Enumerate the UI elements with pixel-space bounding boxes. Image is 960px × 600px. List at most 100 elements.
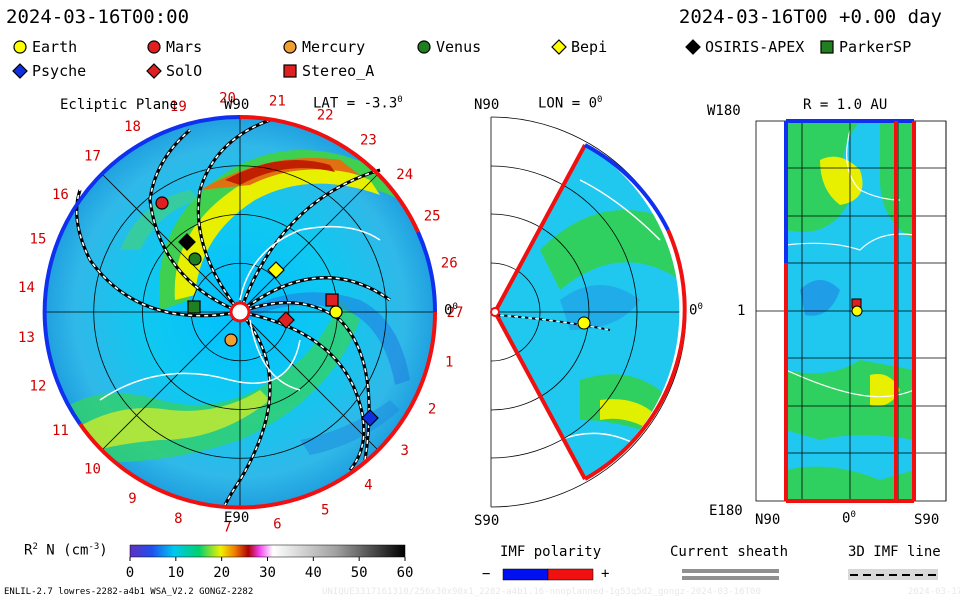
- carrington-tick-label: 21: [269, 93, 286, 109]
- circle-icon: [417, 40, 431, 54]
- legend-label: Earth: [32, 38, 78, 56]
- legend-label: ParkerSP: [839, 38, 912, 56]
- e180-label: E180: [709, 503, 743, 519]
- n90-label: N90: [474, 97, 500, 113]
- footer-date: 2024-03-17: [908, 587, 960, 597]
- colorbar-tick-label: 40: [305, 565, 322, 581]
- sun-marker: [229, 301, 251, 323]
- circle-icon: [13, 40, 27, 54]
- legend-item-mercury: Mercury: [282, 38, 365, 56]
- carrington-tick-label: 13: [18, 330, 35, 346]
- venus-marker: [188, 252, 202, 266]
- earth-marker-meridional: [577, 316, 591, 330]
- legend-label: Bepi: [571, 38, 608, 56]
- ecliptic-title: Ecliptic Plane: [60, 97, 179, 113]
- polarity-ring-top-right: [239, 114, 420, 233]
- legend-label: Mars: [166, 38, 203, 56]
- meridional-panel: [490, 116, 687, 508]
- legend-label: Psyche: [32, 62, 87, 80]
- right-timestamp: 2024-03-16T00 +0.00 day: [678, 6, 942, 28]
- carrington-tick-label: 6: [273, 517, 281, 533]
- carrington-tick-label: 12: [30, 379, 47, 395]
- earth-marker-sphere: [851, 305, 863, 317]
- legend-label: Mercury: [302, 38, 366, 56]
- diamond-icon: [685, 39, 701, 55]
- carrington-tick-label: 1: [445, 355, 453, 371]
- legend-label: OSIRIS-APEX: [705, 38, 805, 56]
- legend-item-venus: Venus: [416, 38, 481, 56]
- e90-label: E90: [224, 510, 250, 526]
- carrington-tick-label: 5: [321, 502, 329, 518]
- parker-sp-marker: [187, 300, 201, 314]
- current-sheet-contours: [99, 225, 381, 401]
- w180-label: W180: [707, 103, 741, 119]
- carrington-tick-label: 18: [124, 119, 141, 135]
- carrington-tick-label: 24: [396, 167, 413, 183]
- radius-label: R = 1.0 AU: [803, 97, 888, 113]
- colorbar-tick-label: 30: [259, 565, 276, 581]
- imf-negative-swatch: [502, 568, 549, 581]
- imf-plus: +: [601, 566, 610, 582]
- carrington-tick-label: 22: [317, 108, 334, 124]
- mars-marker: [155, 196, 169, 210]
- current-sheath-title: Current sheath: [670, 544, 789, 560]
- carrington-tick-label: 8: [174, 511, 182, 527]
- sphere-x-0: 00: [842, 510, 856, 527]
- carrington-tick-label: 23: [360, 133, 377, 149]
- legend-label: Venus: [436, 38, 482, 56]
- sphere-x-s90: S90: [914, 512, 940, 528]
- square-icon: [820, 40, 834, 54]
- carrington-tick-label: 3: [400, 443, 408, 459]
- diamond-icon: [12, 63, 28, 79]
- imf-positive-swatch: [547, 568, 594, 581]
- carrington-tick-label: 16: [52, 187, 69, 203]
- carrington-tick-label: 19: [170, 99, 187, 115]
- solo-marker: [277, 311, 295, 329]
- meridional-zero-label: 00: [689, 302, 703, 319]
- carrington-tick-label: 27: [447, 305, 464, 321]
- stereo-a-marker: [325, 293, 339, 307]
- sphere-mid-label: 1: [737, 303, 746, 319]
- left-timestamp: 2024-03-16T00:00: [6, 6, 190, 28]
- footer-model-info: ENLIL-2.7 lowres-2282-a4b1 WSA_V2.2 GONG…: [4, 587, 254, 597]
- carrington-tick-label: 15: [30, 231, 47, 247]
- earth-marker: [329, 305, 343, 319]
- legend-item-osiris-apex: OSIRIS-APEX: [685, 38, 804, 56]
- imf-polarity-title: IMF polarity: [500, 544, 602, 560]
- lon-label: LON = 00: [538, 95, 603, 112]
- imf-spiral-line: [239, 276, 391, 314]
- polarity-ring-left: [42, 114, 241, 426]
- polarity-ring-bottom: [78, 311, 438, 510]
- legend-item-stereo-a: Stereo_A: [282, 62, 374, 80]
- legend-item-solo: SolO: [146, 62, 202, 80]
- s90-label: S90: [474, 513, 500, 529]
- carrington-tick-label: 4: [364, 477, 372, 493]
- colorbar-tick-label: 10: [167, 565, 184, 581]
- carrington-tick-label: 17: [84, 149, 101, 165]
- carrington-tick-label: 25: [424, 209, 441, 225]
- legend-item-psyche: Psyche: [12, 62, 86, 80]
- circle-icon: [147, 40, 161, 54]
- colorbar-tick-label: 0: [126, 565, 134, 581]
- bepi-marker: [267, 261, 285, 279]
- lat-label: LAT = -3.30: [313, 95, 403, 112]
- sphere-panel: [755, 119, 947, 503]
- carrington-tick-label: 9: [128, 491, 136, 507]
- carrington-tick-label: 7: [223, 520, 231, 536]
- legend-label: Stereo_A: [302, 62, 375, 80]
- mercury-marker: [224, 333, 238, 347]
- legend-item-parkersp: ParkerSP: [819, 38, 911, 56]
- legend-item-bepi: Bepi: [551, 38, 607, 56]
- carrington-tick-label: 26: [441, 255, 458, 271]
- ecliptic-panel: [42, 114, 438, 510]
- imf-minus: −: [482, 566, 491, 582]
- carrington-tick-label: 14: [18, 280, 35, 296]
- diamond-icon: [146, 63, 162, 79]
- legend-label: SolO: [166, 62, 203, 80]
- ecliptic-zero-label: 00: [444, 302, 458, 319]
- w90-label: W90: [224, 97, 250, 113]
- carrington-tick-label: 2: [428, 401, 436, 417]
- legend-item-mars: Mars: [146, 38, 202, 56]
- colorbar-tick-label: 60: [397, 565, 414, 581]
